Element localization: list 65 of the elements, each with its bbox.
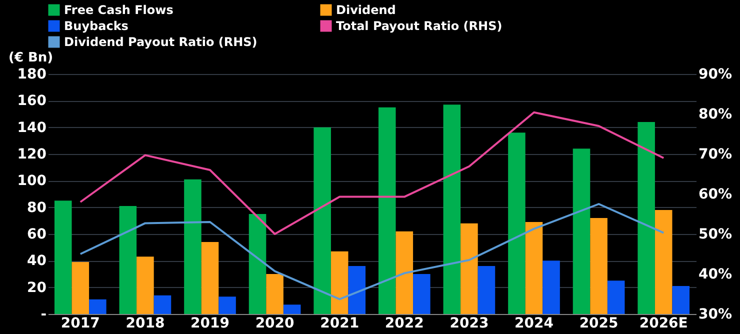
y-tick-label: 140: [17, 120, 47, 136]
bar: [89, 299, 106, 314]
x-tick-label: 2020: [255, 316, 295, 332]
x-tick-label: 2026E: [639, 316, 688, 332]
legend-label: Dividend: [336, 3, 396, 17]
x-tick-label: 2018: [126, 316, 165, 332]
x-tick-label: 2021: [320, 316, 360, 332]
bar: [672, 286, 690, 314]
x-tick-label: 2024: [514, 316, 554, 332]
y2-tick-label: 70%: [698, 146, 732, 162]
y-tick-label: 120: [17, 146, 47, 162]
bar: [378, 107, 396, 314]
x-tick-label: 2022: [384, 316, 424, 332]
y2-tick-label: 60%: [698, 186, 732, 202]
y-tick-label: 160: [17, 93, 47, 110]
bar: [590, 218, 608, 314]
bar: [136, 256, 154, 314]
y-tick-label: 40: [27, 253, 47, 270]
bar: [266, 274, 284, 314]
bar: [248, 214, 266, 314]
bar: [218, 296, 236, 314]
bar: [542, 260, 560, 314]
y-tick-label: 80: [27, 200, 47, 216]
y-tick-label: 180: [17, 66, 47, 82]
x-tick-label: 2017: [60, 316, 100, 332]
y-axis-title: (€ Bn): [8, 50, 54, 66]
bar: [413, 274, 430, 314]
bar: [348, 266, 366, 314]
bar: [330, 251, 348, 314]
bar: [654, 210, 672, 314]
y2-tick-label: 90%: [698, 66, 732, 82]
bar: [119, 206, 137, 314]
bar: [525, 222, 543, 314]
legend-label: Dividend Payout Ratio (RHS): [64, 35, 258, 49]
bar: [607, 280, 625, 314]
bar: [443, 104, 461, 314]
bar: [54, 200, 72, 314]
bar: [460, 223, 478, 314]
y2-tick-label: 80%: [698, 106, 732, 122]
bar: [572, 148, 590, 314]
line-series: [79, 203, 665, 300]
y-tick-label: 20: [27, 280, 47, 296]
y-tick-label: -: [40, 306, 47, 322]
bar: [478, 266, 496, 314]
bar: [154, 295, 172, 314]
bar: [201, 242, 219, 314]
y-tick-label: 100: [17, 173, 47, 190]
bar: [283, 304, 301, 314]
legend-label: Free Cash Flows: [64, 3, 174, 17]
bar: [638, 122, 655, 314]
line-series: [79, 111, 665, 235]
x-tick-label: 2025: [579, 316, 618, 332]
bar: [314, 127, 331, 314]
legend-label: Buybacks: [64, 19, 128, 33]
y2-tick-label: 40%: [698, 266, 732, 282]
bar: [508, 132, 526, 314]
y2-tick-label: 30%: [698, 306, 732, 322]
y-tick-label: 60: [27, 226, 47, 242]
x-tick-label: 2019: [190, 316, 230, 332]
legend-label: Total Payout Ratio (RHS): [336, 19, 502, 33]
bar: [396, 231, 414, 314]
y2-tick-label: 50%: [698, 226, 732, 242]
x-tick-label: 2023: [450, 316, 489, 332]
bar: [184, 179, 202, 314]
bar: [72, 262, 90, 314]
